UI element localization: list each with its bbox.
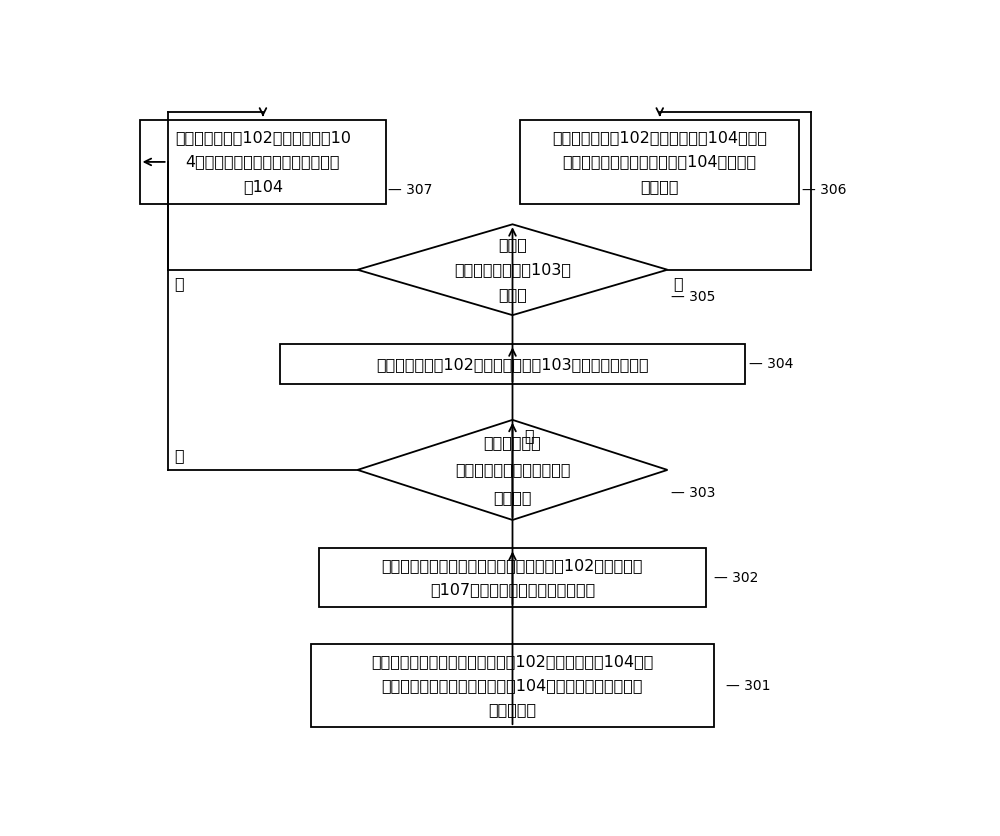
FancyBboxPatch shape [280, 344, 745, 385]
Text: 路107输出端母线上的第一母线电压: 路107输出端母线上的第一母线电压 [430, 582, 595, 597]
Text: — 302: — 302 [714, 571, 758, 584]
Text: 否: 否 [174, 276, 183, 291]
Polygon shape [358, 224, 668, 315]
Text: 数字信号处理器102向缓冲接触器104发送断: 数字信号处理器102向缓冲接触器104发送断 [552, 130, 767, 145]
Text: 判断主回路接触器103是: 判断主回路接触器103是 [454, 263, 571, 278]
Text: 开控制信号以断开缓冲接触器104，并结束: 开控制信号以断开缓冲接触器104，并结束 [563, 155, 757, 170]
FancyBboxPatch shape [319, 548, 706, 607]
FancyBboxPatch shape [140, 120, 386, 204]
Text: 上电缓冲: 上电缓冲 [640, 179, 679, 194]
Text: 变频设备上电后，数字信号处理器102向缓冲接触器104发送: 变频设备上电后，数字信号处理器102向缓冲接触器104发送 [371, 655, 654, 670]
Text: 预置的第一时间段结束时，数字信号处理器102获取整流电: 预置的第一时间段结束时，数字信号处理器102获取整流电 [382, 558, 643, 573]
Text: 否吸合: 否吸合 [498, 288, 527, 302]
Text: 路开始工作: 路开始工作 [488, 701, 537, 716]
Text: — 301: — 301 [726, 679, 770, 692]
FancyBboxPatch shape [520, 120, 799, 204]
Text: 判断第一母线: 判断第一母线 [484, 435, 541, 450]
FancyBboxPatch shape [311, 644, 714, 727]
Text: 数字信号处理器102向主回路接触器103发送吸合控制信号: 数字信号处理器102向主回路接触器103发送吸合控制信号 [376, 357, 649, 372]
Text: 吸合控制信号以控制缓冲接触器104吸合，并使上电缓冲电: 吸合控制信号以控制缓冲接触器104吸合，并使上电缓冲电 [382, 678, 643, 693]
Text: 否: 否 [174, 449, 183, 463]
Text: — 307: — 307 [388, 183, 433, 197]
Polygon shape [358, 420, 668, 520]
Text: 电压是否大于或等于预置的: 电压是否大于或等于预置的 [455, 462, 570, 477]
Text: 数字信号处理器102向缓冲接触器10: 数字信号处理器102向缓冲接触器10 [175, 130, 351, 145]
Text: — 304: — 304 [749, 358, 793, 371]
Text: 4发送断开控制信号以断开缓冲接触: 4发送断开控制信号以断开缓冲接触 [186, 155, 340, 170]
Text: 是: 是 [524, 429, 534, 444]
Text: 是: 是 [674, 276, 683, 291]
Text: — 305: — 305 [671, 289, 716, 303]
Text: 器104: 器104 [243, 179, 283, 194]
Text: — 303: — 303 [671, 486, 716, 500]
Text: 检测并: 检测并 [498, 237, 527, 252]
Text: 第一数值: 第一数值 [493, 490, 532, 505]
Text: — 306: — 306 [802, 183, 846, 197]
